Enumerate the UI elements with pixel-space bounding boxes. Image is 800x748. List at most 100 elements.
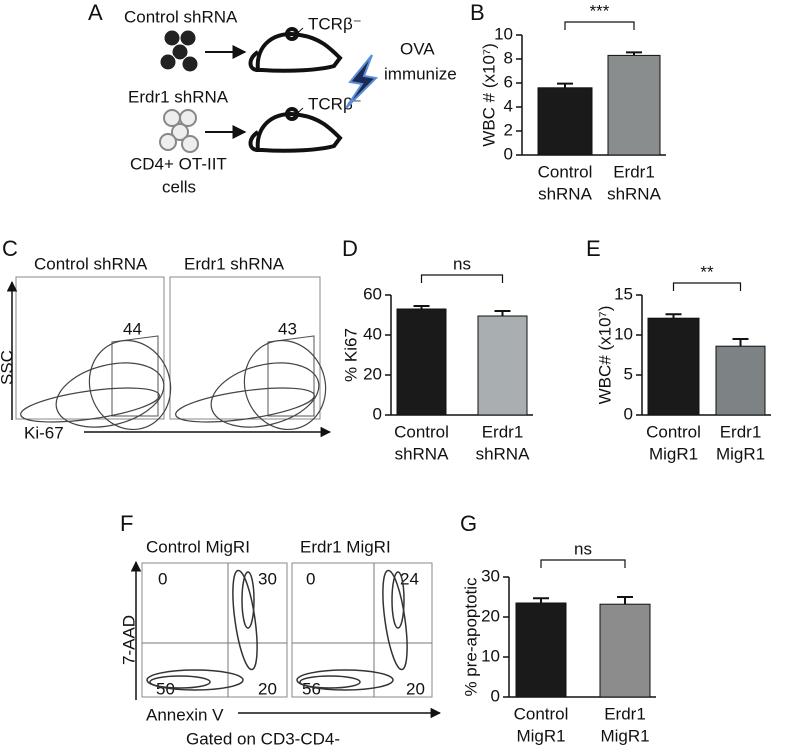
bar — [715, 345, 766, 416]
x-tick-label: Control — [646, 422, 701, 441]
bar — [477, 315, 528, 416]
y-tick-label: 0 — [504, 144, 513, 163]
x-tick-label: Erdr1 — [613, 162, 655, 181]
error-bar — [557, 82, 573, 88]
x-tick-label: Erdr1 — [720, 422, 762, 441]
cells-label: cells — [162, 177, 196, 196]
contour — [296, 669, 394, 691]
contour — [210, 362, 320, 428]
bar — [537, 87, 593, 156]
bar — [607, 54, 661, 156]
flow-plot — [15, 276, 165, 420]
quadrant-value: 20 — [406, 679, 425, 698]
contour — [243, 339, 327, 431]
flow-plot — [169, 276, 321, 420]
flow-title: Erdr1 shRNA — [184, 254, 285, 273]
y-tick-label: 20 — [363, 364, 382, 383]
y-tick-label: 20 — [481, 606, 500, 625]
error-bar — [533, 597, 549, 603]
panel-label: B — [470, 0, 485, 25]
gating-note: Gated on CD3-CD4- — [186, 729, 340, 748]
contour — [55, 362, 165, 428]
y-axis-label: % Ki67 — [341, 328, 360, 382]
significance-label: ** — [700, 262, 714, 281]
significance-bracket — [672, 282, 742, 291]
gate-value: 44 — [123, 319, 142, 338]
y-tick-label: 60 — [363, 284, 382, 303]
gate — [267, 335, 315, 417]
x-tick-label: MigR1 — [716, 444, 765, 463]
quadrant-lines — [142, 563, 432, 697]
error-bar — [413, 305, 430, 309]
x-tick-label: Control — [538, 162, 593, 181]
y-axis-label: WBC# (x10⁷) — [595, 306, 614, 405]
x-tick-label: MigR1 — [516, 726, 565, 745]
contour — [299, 675, 361, 689]
quadrant-value: 56 — [302, 679, 321, 698]
recipient-label: TCRβ⁻ — [308, 14, 362, 33]
axis-label: Annexin V — [146, 705, 224, 724]
panel-label: A — [88, 0, 103, 25]
contour — [241, 571, 255, 629]
immunize-label: OVA — [400, 39, 435, 58]
flow-title: Erdr1 MigRI — [300, 537, 391, 556]
contour — [391, 571, 405, 629]
contour — [146, 669, 244, 691]
error-bar — [732, 338, 749, 347]
pointer — [289, 27, 304, 41]
y-tick-label: 0 — [491, 686, 500, 705]
x-tick-label: Erdr1 — [482, 422, 524, 441]
cells-erdr1 — [159, 109, 199, 153]
y-tick-label: 40 — [363, 324, 382, 343]
error-bar — [626, 51, 642, 56]
y-tick-label: 8 — [504, 48, 513, 67]
quadrant-value: 24 — [400, 569, 419, 588]
quadrant-value: 30 — [258, 569, 277, 588]
y-tick-label: 10 — [614, 324, 633, 343]
y-tick-label: 4 — [504, 96, 513, 115]
group-label: Control shRNA — [124, 7, 238, 26]
y-tick-label: 10 — [494, 24, 513, 43]
error-bar — [617, 596, 633, 605]
contour — [88, 339, 172, 431]
significance-bracket — [564, 21, 635, 30]
axis-label: 7-AAD — [119, 615, 138, 665]
x-tick-label: shRNA — [476, 444, 531, 463]
contour — [149, 675, 211, 689]
mouse — [248, 27, 343, 153]
x-tick-label: shRNA — [395, 444, 450, 463]
significance-label: *** — [590, 1, 610, 20]
y-tick-label: 6 — [504, 72, 513, 91]
bar — [599, 603, 651, 698]
flow-title: Control shRNA — [34, 254, 148, 273]
y-tick-label: 10 — [481, 646, 500, 665]
x-tick-label: shRNA — [538, 184, 593, 203]
gate — [111, 335, 159, 417]
group-label: Erdr1 shRNA — [128, 87, 229, 106]
flow-plot — [141, 562, 288, 698]
quadrant-value: 0 — [306, 569, 315, 588]
y-axis-label: % pre-apoptotic — [461, 577, 480, 697]
panel-label: G — [460, 511, 477, 536]
x-tick-label: Erdr1 — [604, 704, 646, 723]
flow-title: Control MigRI — [146, 537, 250, 556]
quadrant-value: 0 — [158, 569, 167, 588]
panel-label: F — [120, 511, 133, 536]
y-tick-label: 0 — [624, 404, 633, 423]
contour — [175, 387, 315, 423]
contour — [382, 569, 408, 671]
x-tick-label: shRNA — [607, 184, 662, 203]
contour — [232, 569, 258, 671]
bar — [647, 317, 700, 416]
y-tick-label: 5 — [624, 364, 633, 383]
flow-plot — [291, 562, 433, 698]
y-tick-label: 2 — [504, 120, 513, 139]
quadrant-value: 50 — [156, 679, 175, 698]
x-tick-label: Control — [514, 704, 569, 723]
significance-bracket — [420, 274, 504, 283]
significance-label: ns — [453, 254, 471, 273]
gate-value: 43 — [278, 319, 297, 338]
pointer — [289, 107, 304, 121]
panel-label: D — [342, 236, 358, 261]
